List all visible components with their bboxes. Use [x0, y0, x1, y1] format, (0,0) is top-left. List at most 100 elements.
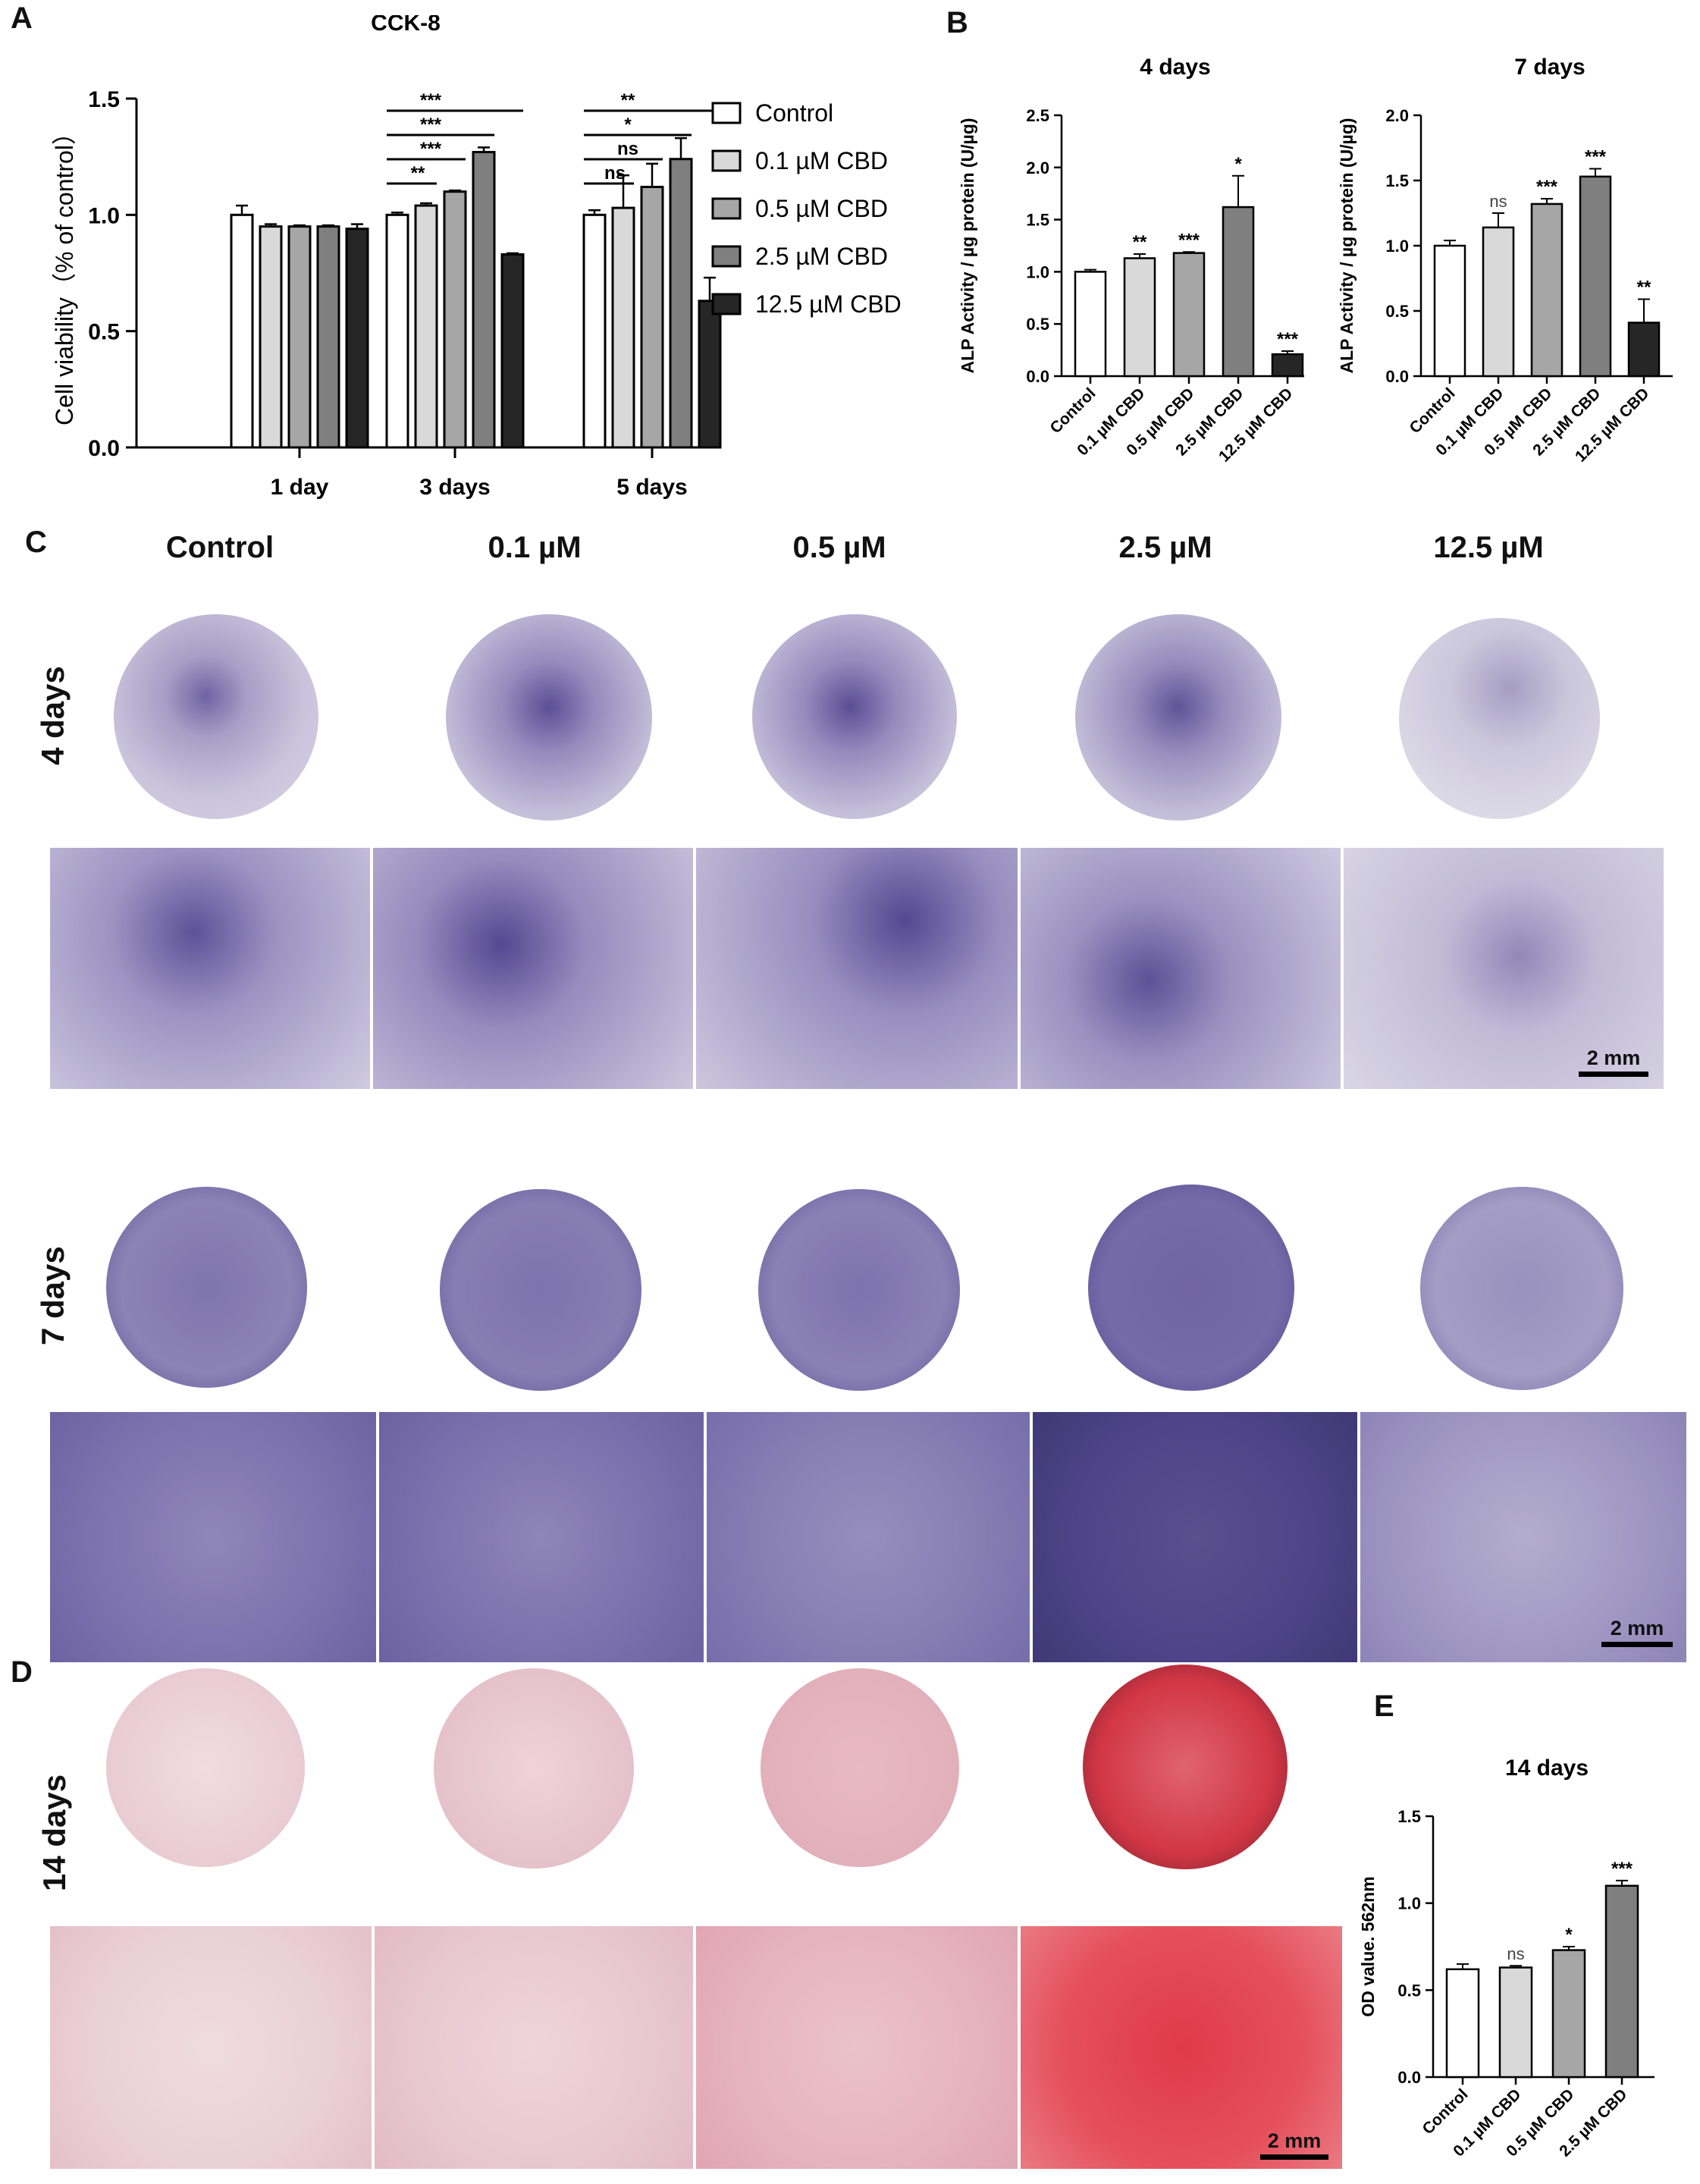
bar	[1498, 1966, 1533, 2079]
significance-label: ***	[420, 139, 442, 159]
alp-zoom-7d-12-5	[1360, 1412, 1686, 1662]
alp-well-7d-12-5	[1420, 1187, 1623, 1390]
chart-title: 14 days	[1505, 1756, 1589, 1781]
row-label-14days: 14 days	[36, 1774, 72, 1891]
y-tick-label: 0.0	[88, 436, 120, 461]
scale-bar-label: 2 mm	[1610, 1617, 1664, 1640]
bar	[669, 158, 693, 449]
bar	[345, 228, 369, 449]
alp-well-4d-0-5	[752, 614, 957, 819]
legend-swatch	[711, 149, 742, 172]
bar	[1579, 175, 1612, 378]
bar	[640, 186, 664, 449]
bar	[385, 213, 409, 449]
alp-zoom-4d-12-5	[1344, 848, 1664, 1089]
row-label-4days: 4 days	[35, 666, 71, 765]
y-tick-label: 1.0	[1385, 237, 1409, 256]
bar	[230, 213, 254, 449]
alp-zoom-4d-0-1	[373, 848, 693, 1089]
y-tick-label: 1.5	[1026, 211, 1049, 230]
significance-label: ***	[420, 115, 442, 135]
bar	[698, 300, 722, 449]
column-label-12-5: 12.5 µM	[1433, 531, 1544, 564]
ars-well-14d-2-5	[1083, 1665, 1288, 1869]
bar	[443, 190, 467, 449]
bar	[414, 204, 438, 449]
y-tick-label: 0.5	[1385, 302, 1409, 321]
chart-alp-7days: 7 days 0.0 0.5 1.0 1.5 2.0 ALP Activity / µg p…	[1337, 55, 1673, 466]
chart-title: 7 days	[1514, 55, 1585, 80]
significance-label: *	[1565, 1925, 1573, 1945]
y-tick-label: 1.5	[1385, 171, 1409, 190]
bar	[259, 225, 283, 449]
x-tick-label: Control	[1419, 2085, 1471, 2138]
x-tick-label: 3 days	[419, 475, 490, 500]
panel-letter-e: E	[1374, 1690, 1394, 1723]
bar	[500, 253, 525, 449]
y-tick-label: 0.0	[1385, 367, 1409, 386]
bar	[1123, 257, 1156, 378]
y-tick-label: 0.5	[88, 320, 120, 345]
significance-label: **	[621, 90, 635, 111]
bar	[1433, 244, 1466, 378]
y-tick-label: 0.5	[1026, 315, 1049, 334]
panel-letter-c: C	[25, 526, 47, 559]
significance-label: ns	[617, 139, 638, 159]
alp-zoom-7d-0-1	[379, 1412, 704, 1662]
alp-well-7d-control	[106, 1187, 307, 1388]
significance-label: ***	[1611, 1859, 1633, 1879]
bar	[1222, 206, 1255, 378]
significance-label: ***	[420, 90, 442, 111]
alp-zoom-4d-control	[50, 848, 370, 1089]
bar	[1482, 226, 1515, 378]
ars-well-14d-control	[106, 1668, 305, 1867]
bar	[1627, 322, 1661, 378]
legend-label: 2.5 µM CBD	[755, 243, 888, 270]
column-label-control: Control	[165, 531, 274, 564]
bar	[611, 206, 635, 449]
ars-well-14d-0-5	[761, 1668, 959, 1867]
alp-zoom-4d-0-5	[696, 848, 1018, 1089]
legend-label: Control	[755, 99, 833, 127]
legend-swatch	[711, 293, 742, 315]
bar	[287, 225, 312, 449]
x-tick-label: 1 day	[271, 475, 329, 500]
bar	[1551, 1949, 1586, 2079]
significance-label: *	[1234, 154, 1242, 174]
y-tick-label: 1.5	[1397, 1807, 1421, 1826]
scale-bar-label: 2 mm	[1586, 1046, 1641, 1069]
row-label-7days: 7 days	[35, 1246, 71, 1345]
chart-alp-4days: 4 days 0.0 0.5 1.0 1.5 2.0 2.5 ALP Activity / µ…	[958, 55, 1304, 466]
significance-label: ns	[1489, 192, 1507, 211]
x-tick-label: 5 days	[616, 475, 687, 500]
alp-well-4d-2-5	[1075, 614, 1281, 821]
y-tick-label: 0.0	[1026, 367, 1049, 386]
scale-bar-line	[1601, 1642, 1673, 1647]
y-tick-label: 0.0	[1397, 2068, 1421, 2087]
legend-swatch	[711, 245, 742, 268]
significance-label: ns	[604, 163, 626, 184]
y-tick-label: 2.0	[1385, 106, 1409, 125]
alp-zoom-4d-2-5	[1021, 848, 1341, 1089]
alp-well-7d-0-1	[440, 1189, 641, 1391]
legend-label: 12.5 µM CBD	[755, 290, 902, 318]
y-axis-label: OD value. 562nm	[1358, 1876, 1378, 2016]
significance-label: *	[624, 115, 632, 135]
y-axis-label: ALP Activity / µg protein (U/µg)	[1337, 118, 1357, 373]
panel-letter-b: B	[946, 6, 968, 39]
y-tick-label: 1.0	[1026, 262, 1049, 281]
ars-zoom-14d-0-5	[696, 1926, 1018, 2169]
chart-od-14days: 14 days 0.0 0.5 1.0 1.5 OD value. 562nm Contro…	[1358, 1756, 1655, 2160]
legend-label: 0.1 µM CBD	[755, 147, 888, 174]
ars-well-14d-0-1	[434, 1668, 634, 1869]
significance-label: **	[1637, 278, 1651, 298]
significance-label: ***	[1536, 177, 1558, 197]
ars-zoom-14d-0-1	[375, 1926, 693, 2169]
significance-label: ***	[1178, 230, 1200, 250]
significance-label: **	[1133, 232, 1147, 253]
significance-label: ***	[1585, 147, 1607, 168]
legend-label: 0.5 µM CBD	[755, 195, 888, 222]
significance-label: ns	[1507, 1944, 1524, 1963]
column-label-0-5: 0.5 µM	[792, 531, 886, 564]
legend-swatch	[711, 197, 742, 220]
